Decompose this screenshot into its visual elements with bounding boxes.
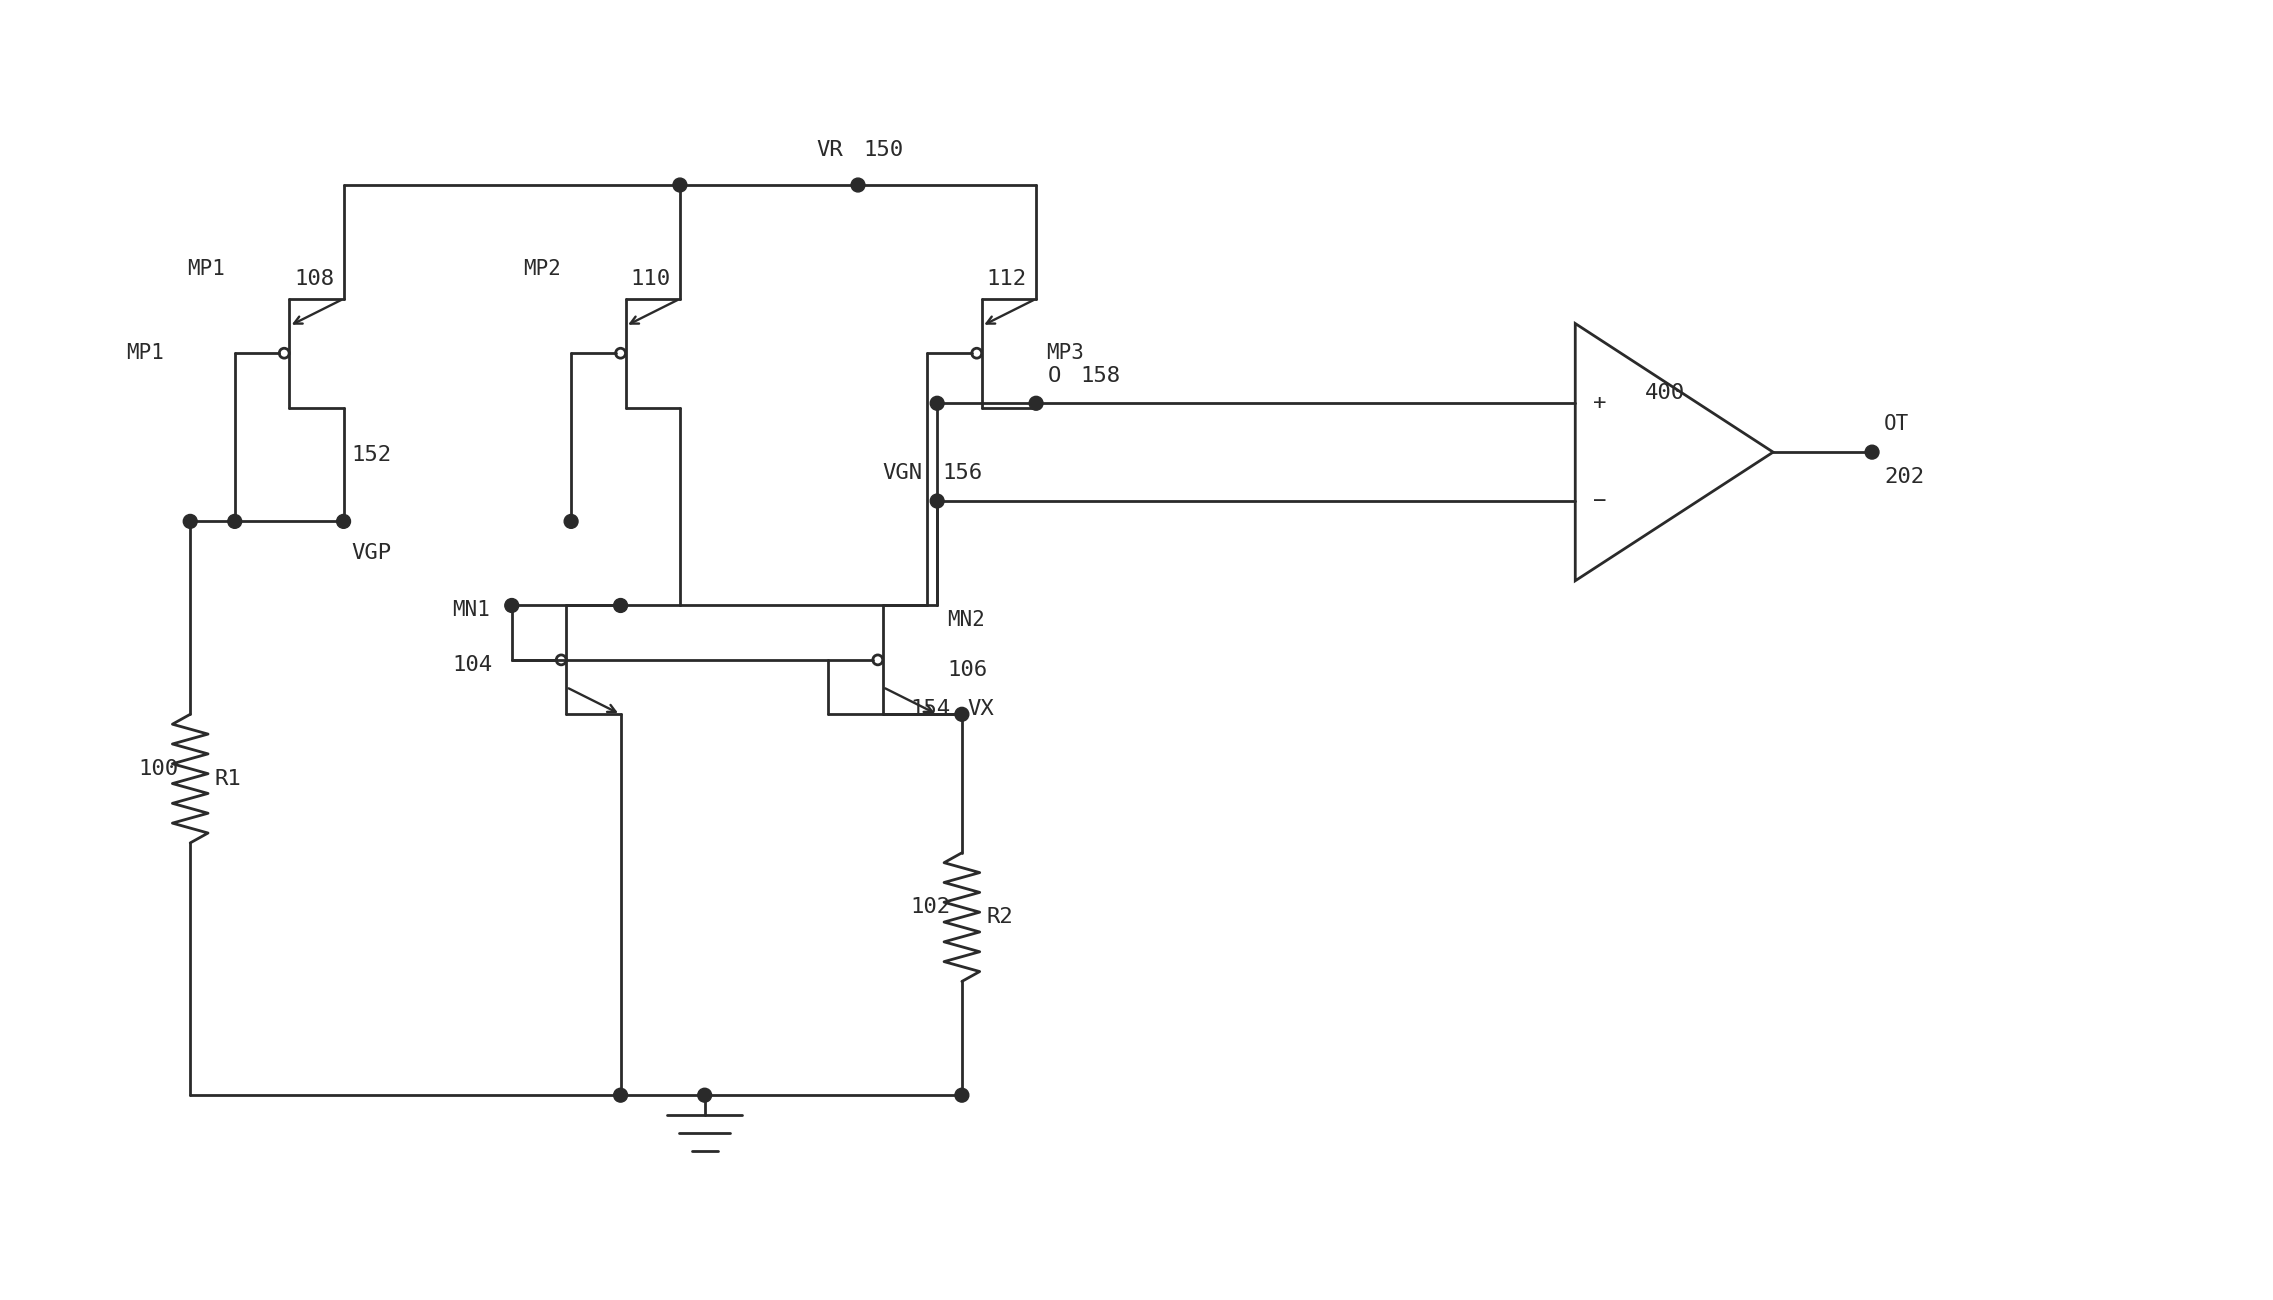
Text: MN2: MN2 [948,610,984,630]
Text: VX: VX [968,699,996,719]
Text: −: − [1593,491,1607,511]
Circle shape [955,707,968,722]
Circle shape [850,178,866,192]
Text: MP1: MP1 [125,343,164,363]
Text: VGN: VGN [882,463,923,484]
Text: VR: VR [816,140,843,160]
Text: R1: R1 [216,768,241,789]
Circle shape [564,515,577,528]
Text: 158: 158 [1080,365,1121,386]
Circle shape [955,1088,968,1102]
Text: VGP: VGP [352,543,391,563]
Circle shape [930,396,943,411]
Text: 400: 400 [1643,382,1684,403]
Text: 102: 102 [909,897,950,918]
Circle shape [336,515,350,528]
Text: 104: 104 [452,655,493,675]
Text: 150: 150 [864,140,902,160]
Text: MN1: MN1 [452,601,491,620]
Text: 112: 112 [986,269,1027,289]
Text: O: O [1048,365,1061,386]
Text: OT: OT [1884,415,1909,434]
Text: 100: 100 [139,759,177,779]
Text: MP2: MP2 [523,259,561,280]
Circle shape [930,494,943,508]
Text: 110: 110 [630,269,671,289]
Text: 108: 108 [293,269,334,289]
Text: 156: 156 [941,463,982,484]
Text: MP3: MP3 [1046,343,1084,363]
Circle shape [505,598,518,612]
Circle shape [227,515,241,528]
Text: 154: 154 [909,699,950,719]
Circle shape [1866,445,1880,459]
Text: 202: 202 [1884,467,1923,488]
Circle shape [1030,396,1043,411]
Text: 152: 152 [352,445,391,464]
Text: MP1: MP1 [186,259,225,280]
Text: 106: 106 [948,660,986,680]
Text: R2: R2 [986,907,1014,927]
Circle shape [698,1088,711,1102]
Circle shape [673,178,686,192]
Circle shape [614,1088,627,1102]
Text: +: + [1593,394,1607,413]
Circle shape [614,598,627,612]
Circle shape [184,515,198,528]
